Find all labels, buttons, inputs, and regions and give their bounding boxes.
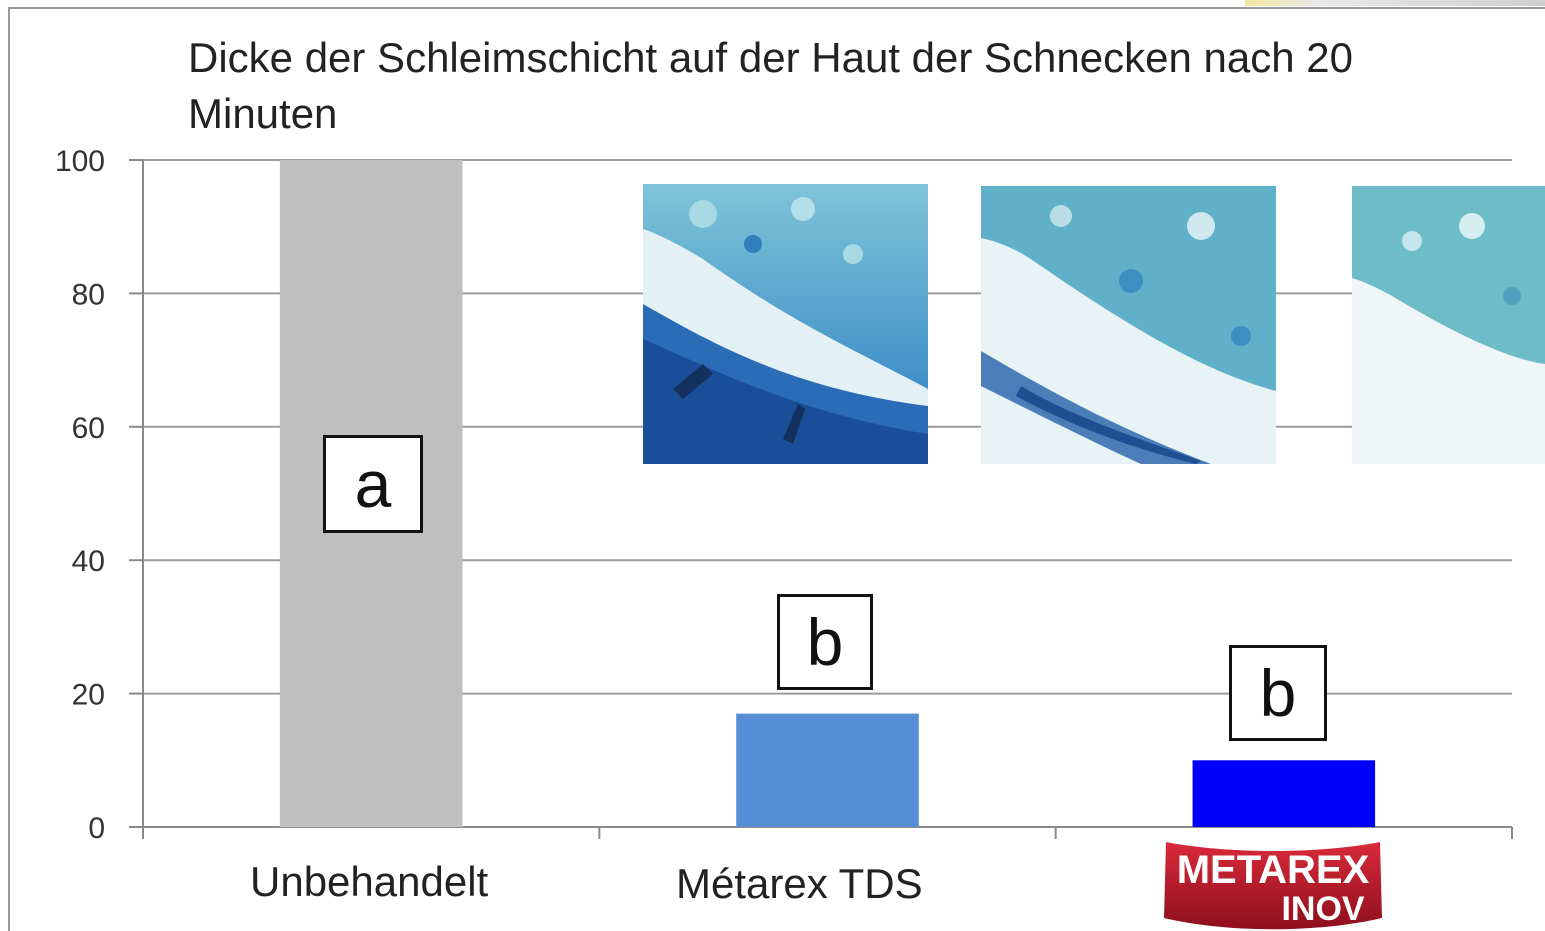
micrograph-metarex-inov	[1352, 186, 1545, 464]
chart-frame	[8, 7, 1545, 931]
significance-letter-metarex-inov: b	[1229, 645, 1327, 741]
y-tick-label: 60	[72, 412, 105, 445]
y-tick-label: 20	[72, 679, 105, 712]
micrograph-untreated	[643, 184, 928, 464]
corner-decoration	[1245, 0, 1545, 6]
svg-text:INOV: INOV	[1281, 890, 1364, 928]
metarex-inov-logo: METAREX INOV	[1164, 842, 1382, 930]
bars	[279, 160, 1376, 827]
x-label-metarex-tds: Métarex TDS	[676, 860, 923, 907]
bar-3	[1192, 760, 1376, 827]
y-tick-label: 100	[55, 145, 105, 178]
significance-letter-unbehandelt: a	[323, 435, 423, 533]
bar-2	[736, 713, 919, 827]
y-tick-label: 0	[88, 812, 105, 845]
y-tick-labels: 0 20 40 60 80 100	[55, 145, 105, 845]
x-label-unbehandelt: Unbehandelt	[250, 858, 489, 905]
svg-text:METAREX: METAREX	[1177, 848, 1370, 892]
micrograph-metarex-tds	[981, 186, 1276, 464]
y-tick-label: 80	[72, 278, 105, 311]
y-tick-label: 40	[72, 545, 105, 578]
chart-title: Dicke der Schleimschicht auf der Haut de…	[188, 34, 1353, 137]
significance-letter-metarex-tds: b	[777, 594, 873, 690]
